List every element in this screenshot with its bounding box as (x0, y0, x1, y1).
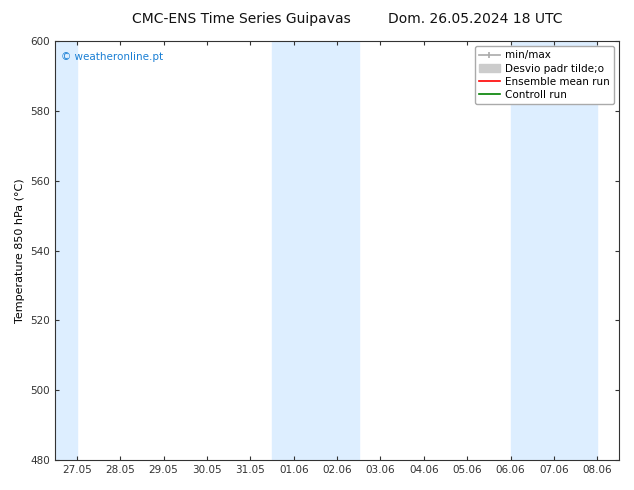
Y-axis label: Temperature 850 hPa (°C): Temperature 850 hPa (°C) (15, 178, 25, 323)
Bar (55, 41, 77, 460)
Text: CMC-ENS Time Series Guipavas: CMC-ENS Time Series Guipavas (131, 12, 351, 26)
Bar (510, 41, 597, 460)
Text: © weatheronline.pt: © weatheronline.pt (61, 51, 163, 62)
Text: Dom. 26.05.2024 18 UTC: Dom. 26.05.2024 18 UTC (388, 12, 563, 26)
Bar (272, 41, 359, 460)
Legend: min/max, Desvio padr tilde;o, Ensemble mean run, Controll run: min/max, Desvio padr tilde;o, Ensemble m… (475, 46, 614, 104)
